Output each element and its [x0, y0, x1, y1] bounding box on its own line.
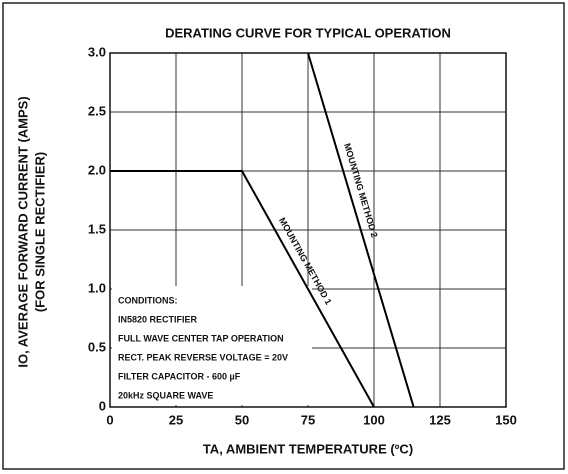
- conditions-box: [112, 286, 312, 405]
- chart-title: DERATING CURVE FOR TYPICAL OPERATION: [165, 25, 451, 40]
- y-tick-label: 0.5: [88, 339, 106, 354]
- series-line: [110, 170, 375, 408]
- series-line: [307, 52, 415, 408]
- y-tick-label: 3.0: [88, 44, 106, 59]
- x-tick-label: 100: [363, 412, 385, 427]
- y-tick-label: 2.5: [88, 103, 106, 118]
- x-tick-label: 150: [495, 412, 517, 427]
- condition-text: IN5820 RECTIFIER: [118, 314, 198, 324]
- y-tick-label: 2.0: [88, 162, 106, 177]
- y-axis-title: (FOR SINGLE RECTIFIER): [32, 152, 47, 312]
- condition-text: FULL WAVE CENTER TAP OPERATION: [118, 333, 284, 343]
- condition-text: CONDITIONS:: [118, 295, 178, 305]
- condition-text: RECT. PEAK REVERSE VOLTAGE = 20V: [118, 352, 288, 362]
- x-axis-title: TA, AMBIENT TEMPERATURE (ºC): [203, 441, 413, 456]
- y-axis-title: IO, AVERAGE FORWARD CURRENT (AMPS): [15, 96, 30, 367]
- frame: [2, 2, 565, 470]
- x-tick-label: 75: [301, 412, 315, 427]
- condition-text: FILTER CAPACITOR - 600 µF: [118, 371, 241, 381]
- x-tick-label: 25: [169, 412, 183, 427]
- y-tick-label: 0: [99, 398, 106, 413]
- y-tick-label: 1.0: [88, 280, 106, 295]
- x-tick-label: 50: [235, 412, 249, 427]
- x-tick-label: 125: [429, 412, 451, 427]
- condition-text: 20kHz SQUARE WAVE: [118, 390, 213, 400]
- x-tick-label: 0: [106, 412, 113, 427]
- y-tick-label: 1.5: [88, 221, 106, 236]
